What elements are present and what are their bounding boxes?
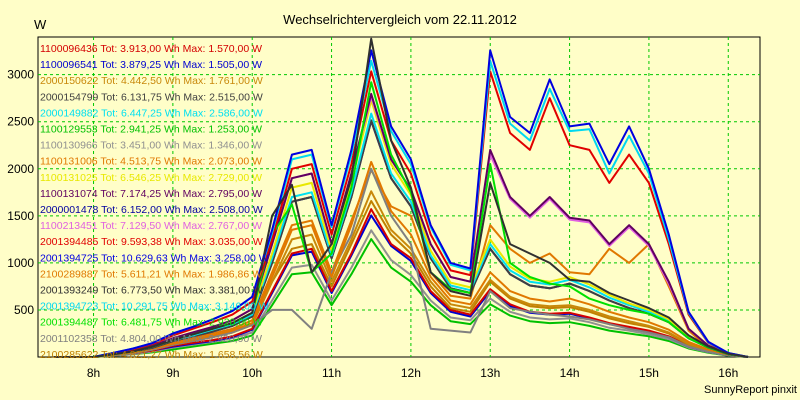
chart-title: Wechselrichtervergleich vom 22.11.2012: [283, 12, 517, 27]
gridlines: [38, 37, 760, 357]
legend: 1100096436 Tot: 3.913,00 Wh Max: 1.570,0…: [40, 43, 269, 361]
x-tick-label: 16h: [718, 366, 738, 380]
y-axis-unit-label: W: [34, 17, 47, 32]
legend-entry: 2000150622 Tot: 4.442,50 Wh Max: 1.761,0…: [40, 75, 263, 87]
x-tick-label: 8h: [87, 366, 100, 380]
legend-entry: 2001393249 Tot: 6.773,50 Wh Max: 3.381,0…: [40, 285, 263, 297]
y-tick-label: 1500: [7, 209, 34, 223]
y-tick-label: 2000: [7, 162, 34, 176]
legend-entry: 1100213451 Tot: 7.129,50 Wh Max: 2.767,0…: [40, 220, 262, 232]
series-lines: [53, 37, 749, 358]
legend-entry: 2001102358 Tot: 4.804,00 Wh Max: 2.920,0…: [40, 333, 262, 345]
y-tick-label: 3000: [7, 68, 34, 82]
series-line: [53, 70, 749, 358]
legend-entry: 1100129553 Tot: 2.941,25 Wh Max: 1.253,0…: [40, 124, 262, 136]
legend-entry: 1100131025 Tot: 6.546,25 Wh Max: 2.729,0…: [40, 172, 262, 184]
legend-entry: 2001394485 Tot: 9.593,38 Wh Max: 3.035,0…: [40, 236, 263, 248]
series-line: [53, 37, 749, 358]
series-line: [53, 49, 749, 358]
y-tick-label: 1000: [7, 256, 34, 270]
x-tick-label: 15h: [639, 366, 659, 380]
y-axis-ticks: 500 1000 1500 2000 2500 3000: [7, 68, 34, 317]
x-tick-label: 11h: [322, 366, 341, 380]
x-tick-label: 13h: [480, 366, 500, 380]
y-tick-label: 500: [14, 303, 34, 317]
footer-credit: SunnyReport pinxit: [704, 384, 797, 396]
x-axis-ticks: 8h 9h 10h 11h 12h 13h 14h 15h 16h: [87, 366, 738, 380]
x-tick-label: 9h: [166, 366, 179, 380]
x-tick-label: 14h: [560, 366, 580, 380]
legend-entry: 2001394723 Tot: 10.291,75 Wh Max: 3.146,…: [40, 301, 269, 313]
legend-entry: 1100096541 Tot: 3.879,25 Wh Max: 1.505,0…: [40, 59, 262, 71]
y-tick-label: 2500: [7, 115, 34, 129]
series-line: [53, 160, 749, 358]
legend-entry: 2100285622 Tot: 4.821,27 Wh Max: 1.658,5…: [40, 349, 263, 361]
legend-entry: 1100096436 Tot: 3.913,00 Wh Max: 1.570,0…: [40, 43, 262, 55]
legend-entry: 2001394725 Tot: 10.629,63 Wh Max: 3.258,…: [40, 252, 269, 264]
x-tick-label: 12h: [401, 366, 421, 380]
legend-entry: 2000149882 Tot: 6.447,25 Wh Max: 2.586,0…: [40, 107, 263, 119]
legend-entry: 1100131006 Tot: 4.513,75 Wh Max: 2.073,0…: [40, 156, 262, 168]
legend-entry: 2000154799 Tot: 6.131,75 Wh Max: 2.515,0…: [40, 91, 263, 103]
x-tick-label: 10h: [242, 366, 262, 380]
legend-entry: 1100131074 Tot: 7.174,25 Wh Max: 2.795,0…: [40, 188, 262, 200]
series-line: [53, 169, 749, 358]
legend-entry: 2100289887 Tot: 5.611,21 Wh Max: 1.986,8…: [40, 268, 262, 280]
series-line: [53, 208, 749, 358]
series-line: [53, 238, 749, 358]
legend-entry: 2000001478 Tot: 6.152,00 Wh Max: 2.508,0…: [40, 204, 263, 216]
legend-entry: 1100130966 Tot: 3.451,00 Wh Max: 1.346,0…: [40, 140, 262, 152]
legend-entry: 2001394487 Tot: 6.481,75 Wh Max: 2.920,0…: [40, 317, 263, 329]
